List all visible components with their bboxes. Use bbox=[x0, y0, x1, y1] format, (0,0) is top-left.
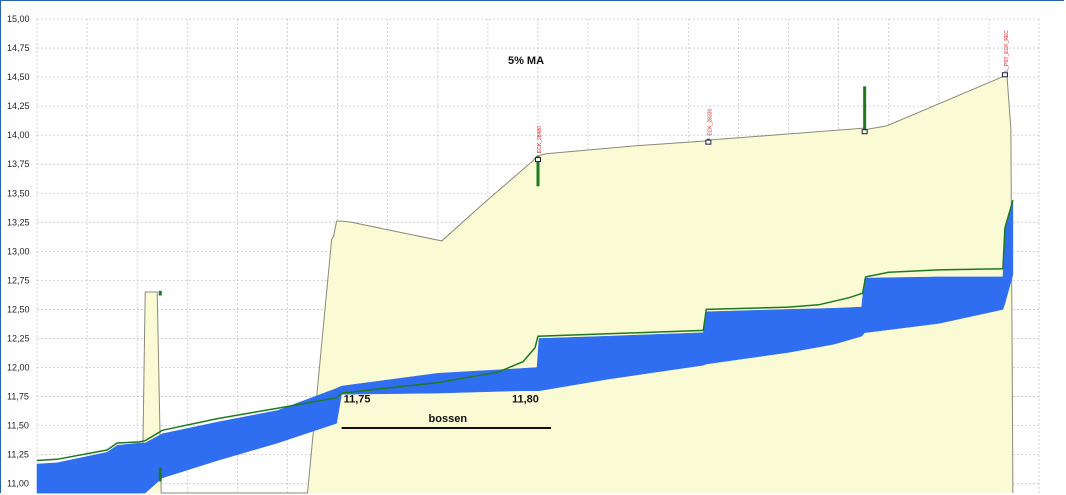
y-tick-label: 12,50 bbox=[7, 304, 30, 314]
structure-box-icon bbox=[535, 157, 541, 163]
y-tick-label: 13,50 bbox=[7, 188, 30, 198]
y-tick-label: 11,00 bbox=[7, 479, 29, 489]
y-tick-label: 15,00 bbox=[7, 14, 30, 24]
structure-marker bbox=[863, 86, 867, 133]
y-tick-label: 14,75 bbox=[7, 43, 30, 53]
marker-layer: ECK_28480 ECK_28330 L_PST_ECK_REC bbox=[158, 30, 1010, 482]
y-tick-label: 11,25 bbox=[7, 450, 29, 460]
y-tick-label: 11,75 bbox=[7, 392, 29, 402]
structure-label: ECK_28330 bbox=[707, 108, 713, 135]
y-tick-label: 13,25 bbox=[7, 217, 30, 227]
y-tick-label: 14,25 bbox=[7, 101, 30, 111]
y-tick-label: 12,00 bbox=[7, 363, 30, 373]
small-structure-marker bbox=[158, 290, 162, 296]
energy-layer bbox=[36, 199, 1014, 462]
y-tick-label: 13,00 bbox=[7, 246, 30, 256]
y-tick-label: 14,50 bbox=[7, 72, 30, 82]
structure-marker bbox=[536, 156, 540, 187]
annotation-value: 11,75 bbox=[344, 393, 371, 405]
structure-label: L_PST_ECK_REC bbox=[1004, 30, 1010, 72]
ground-area bbox=[37, 74, 1013, 494]
y-tick-label: 11,50 bbox=[7, 421, 29, 431]
y-tick-label: 13,75 bbox=[7, 159, 30, 169]
energy-line bbox=[36, 199, 1014, 462]
small-structure-marker bbox=[158, 467, 162, 482]
annotation-label: bossen bbox=[429, 413, 468, 425]
ground-profile-line bbox=[37, 74, 1014, 494]
structure-box-icon bbox=[861, 129, 868, 135]
y-tick-label: 14,00 bbox=[7, 130, 30, 140]
structure-label: ECK_28480 bbox=[537, 126, 543, 153]
structure-box-icon bbox=[1001, 72, 1008, 78]
annotation-value: 11,80 bbox=[512, 393, 539, 405]
chart-title: 5% MA bbox=[508, 55, 544, 67]
y-tick-label: 12,25 bbox=[7, 333, 30, 343]
annotation-layer: 11,75 11,80 bossen bbox=[341, 393, 552, 429]
y-tick-label: 12,75 bbox=[7, 275, 30, 285]
structure-box-icon bbox=[705, 139, 712, 145]
ground-layer bbox=[37, 74, 1014, 494]
y-axis-ticks: 15,00 14,75 14,50 14,25 14,00 13,75 13,50 13,25… bbox=[7, 14, 30, 489]
